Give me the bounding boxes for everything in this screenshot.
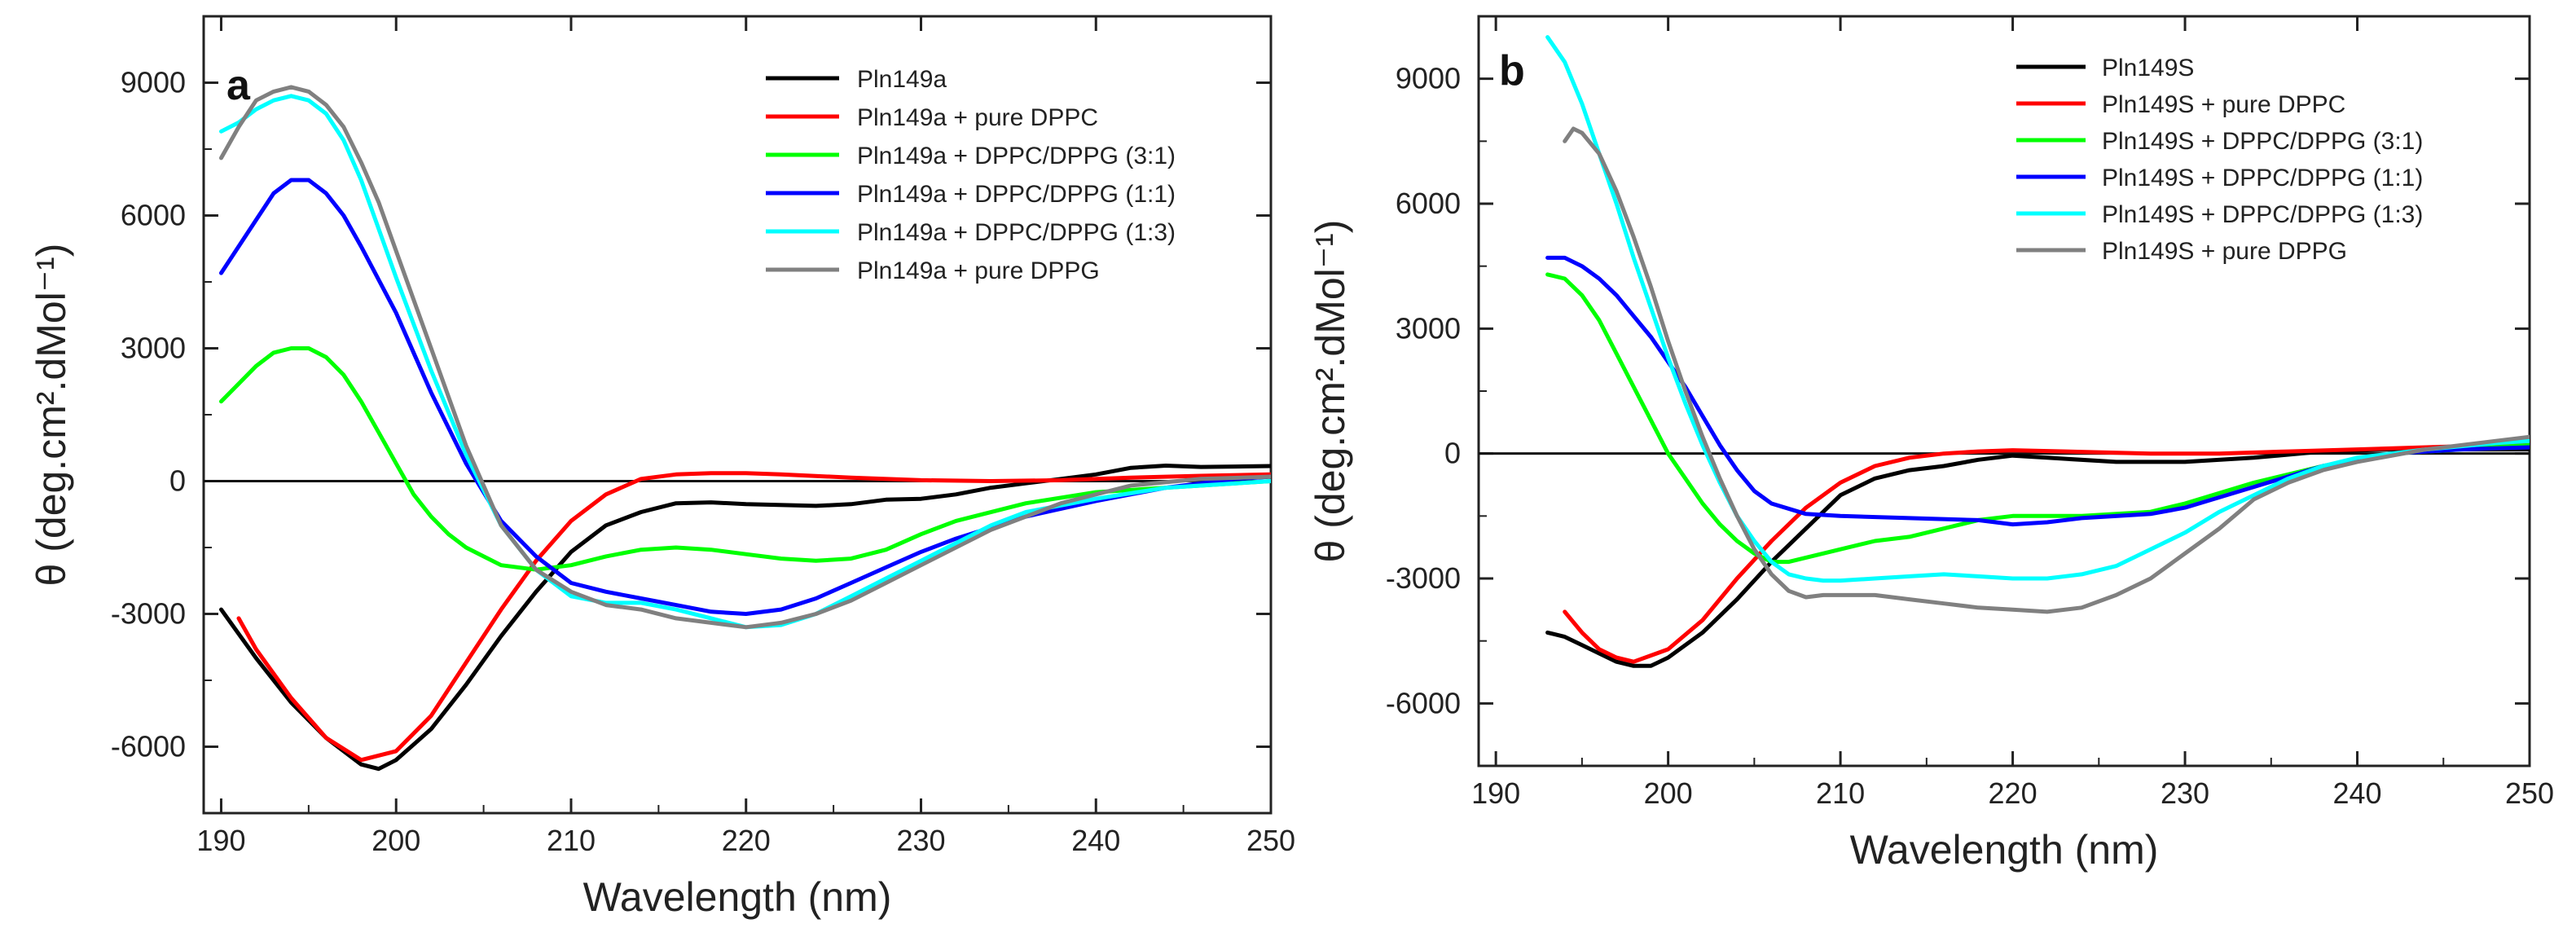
y-tick-label: 0 [169, 464, 186, 498]
y-tick-label: -3000 [111, 597, 186, 631]
x-tick-label: 230 [2161, 776, 2209, 810]
y-tick-label: -6000 [111, 730, 186, 763]
x-tick-label: 230 [896, 824, 945, 857]
series-line-2 [1563, 442, 2530, 664]
series-line-6 [219, 85, 1271, 630]
y-tick-label: 3000 [1396, 311, 1461, 345]
panel-b: 190 200 210 220 230 240 250 -6000 -3000 0 3000 6000… [1308, 15, 2554, 873]
legend-label-5: Pln149S + DPPC/DPPG (1:3) [2102, 201, 2423, 228]
x-tick-label: 250 [1246, 824, 1295, 857]
legend-label-1: Pln149S [2102, 55, 2194, 81]
legend-label-1: Pln149a [857, 66, 947, 93]
y-tick-label: -3000 [1386, 561, 1461, 595]
series-line-5 [1545, 35, 2530, 583]
legend-label-4: Pln149S + DPPC/DPPG (1:1) [2102, 165, 2423, 191]
legend-label-2: Pln149a + pure DPPC [857, 104, 1098, 131]
x-axis-title: Wavelength (nm) [583, 874, 892, 920]
y-tick-label: 9000 [121, 66, 186, 99]
x-tick-label: 210 [1816, 776, 1865, 810]
series-line-4 [1545, 255, 2530, 527]
series-line-5 [219, 94, 1271, 630]
legend-label-4: Pln149a + DPPC/DPPG (1:1) [857, 181, 1176, 208]
y-tick-label: 3000 [121, 332, 186, 365]
x-tick-label: 190 [1471, 776, 1520, 810]
y-axis-title: θ (deg.cm².dMol⁻¹) [29, 244, 74, 587]
series-line-2 [236, 471, 1271, 763]
x-tick-label: 220 [1989, 776, 2038, 810]
panel-label: b [1499, 47, 1525, 95]
series-line-6 [1563, 126, 2530, 614]
x-tick-label: 190 [196, 824, 245, 857]
plot-frame [202, 15, 1273, 815]
legend-label-5: Pln149a + DPPC/DPPG (1:3) [857, 219, 1176, 246]
x-axis-title: Wavelength (nm) [1850, 827, 2159, 873]
legend-label-2: Pln149S + pure DPPC [2102, 91, 2345, 118]
y-axis-title: θ (deg.cm².dMol⁻¹) [1308, 220, 1353, 563]
x-tick-label: 250 [2505, 776, 2554, 810]
y-tick-label: 6000 [1396, 187, 1461, 220]
y-tick-label: -6000 [1386, 686, 1461, 719]
legend-label-3: Pln149S + DPPC/DPPG (3:1) [2102, 128, 2423, 155]
series-line-1 [219, 464, 1271, 772]
series-line-3 [1545, 272, 2530, 565]
x-tick-label: 240 [2332, 776, 2381, 810]
legend-label-6: Pln149a + pure DPPG [857, 257, 1100, 284]
series-line-3 [219, 346, 1271, 572]
x-tick-label: 210 [547, 824, 596, 857]
series-line-1 [1545, 447, 2530, 668]
y-tick-label: 6000 [121, 199, 186, 232]
panel-label: a [226, 62, 251, 109]
y-tick-label: 9000 [1396, 62, 1461, 95]
panel-a: 190 200 210 220 230 240 250 -6000 -3000 0 3000 6000… [29, 15, 1295, 920]
x-tick-label: 220 [722, 824, 771, 857]
legend-label-3: Pln149a + DPPC/DPPG (3:1) [857, 143, 1176, 169]
legend-label-6: Pln149S + pure DPPG [2102, 238, 2347, 265]
x-tick-label: 240 [1071, 824, 1120, 857]
x-tick-label: 200 [1644, 776, 1693, 810]
y-tick-label: 0 [1444, 437, 1461, 470]
x-tick-label: 200 [371, 824, 420, 857]
